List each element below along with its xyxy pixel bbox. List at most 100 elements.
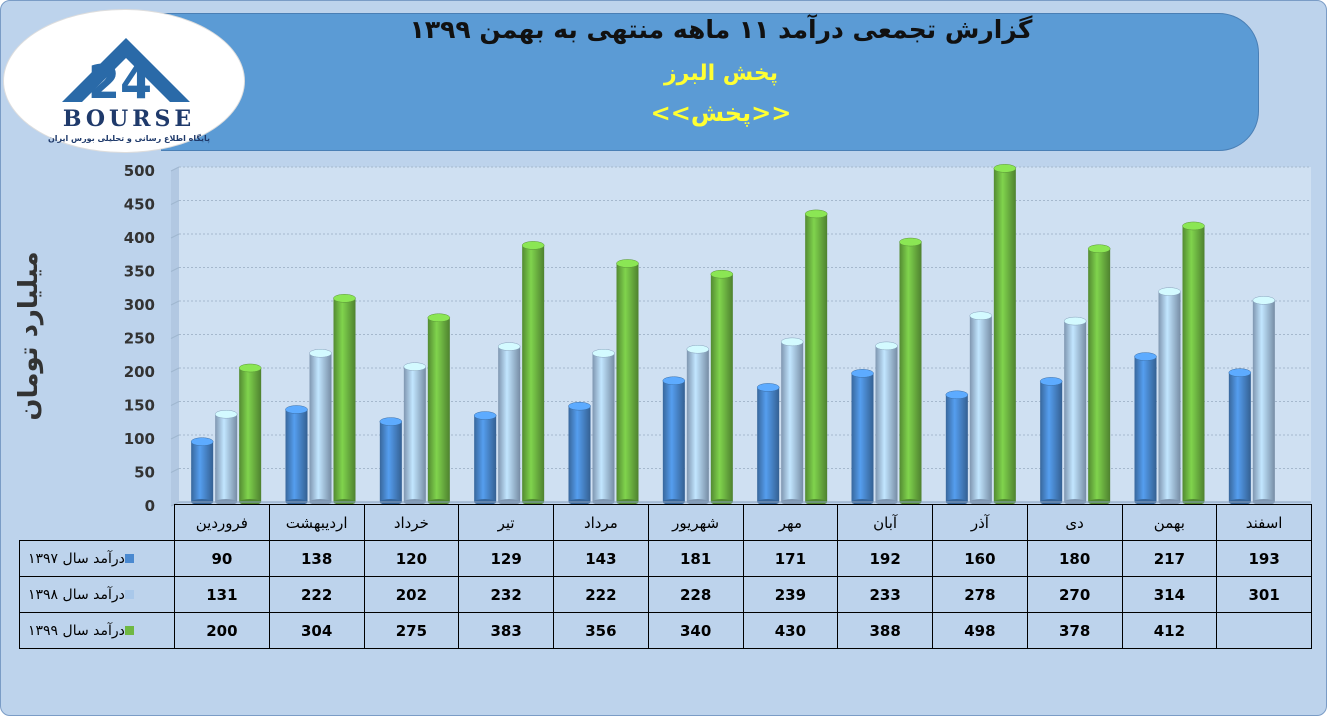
y-tick-label: 350 <box>124 263 155 281</box>
bar-cap <box>379 417 403 426</box>
logo-mountain-icon: 24 <box>62 38 190 109</box>
data-label: 129 <box>458 540 554 577</box>
data-label: 160 <box>932 540 1028 577</box>
bar-cap <box>1252 296 1276 305</box>
data-label: 275 <box>363 612 460 649</box>
data-label: 180 <box>1026 540 1123 577</box>
bar-cap <box>1087 244 1111 253</box>
bar <box>285 409 308 502</box>
bar-cap <box>780 337 804 347</box>
gridline-side <box>170 401 180 406</box>
x-tick-label: اردیبهشت <box>268 504 365 541</box>
bar-cap <box>1228 368 1252 377</box>
gridline-side <box>170 267 180 272</box>
data-label: 378 <box>1026 612 1123 649</box>
bar <box>662 380 685 502</box>
bar-cap <box>333 294 356 303</box>
x-tick-label: دی <box>1026 504 1123 541</box>
bar-cap <box>214 409 238 419</box>
bar <box>781 341 804 502</box>
y-tick-label: 0 <box>145 497 155 515</box>
bar-cap <box>190 437 214 446</box>
legend-label: درآمد سال ۱۳۹۸ <box>28 586 125 603</box>
bar-cap <box>710 269 734 279</box>
bar <box>239 368 262 502</box>
bar-cap <box>1158 287 1181 296</box>
bar <box>403 366 426 502</box>
bar <box>333 298 356 502</box>
bar <box>522 245 545 502</box>
gridline-side <box>170 434 180 440</box>
report-title: گزارش تجمعی درآمد ۱۱ ماهه منتهی به بهمن … <box>409 15 1033 44</box>
bar <box>710 274 733 502</box>
x-tick-label: آذر <box>932 504 1028 541</box>
legend-entry: درآمد سال ۱۳۹۸ <box>19 576 175 613</box>
bar <box>191 441 214 502</box>
bar <box>379 421 402 502</box>
company-name: پخش البرز <box>663 61 778 86</box>
bar <box>309 353 332 502</box>
bar-cap <box>899 237 922 247</box>
y-tick-label: 100 <box>124 430 155 448</box>
bar-cap <box>686 344 710 354</box>
x-tick-label: فروردین <box>174 504 270 541</box>
bar <box>1040 381 1063 502</box>
x-tick-label: شهریور <box>647 504 744 541</box>
bar-cap <box>592 349 615 358</box>
gridline-side <box>170 334 180 339</box>
gridline-side <box>170 233 180 239</box>
bar <box>757 387 780 502</box>
bar <box>1228 372 1251 502</box>
data-label: 222 <box>268 576 365 613</box>
data-label: 232 <box>458 576 554 613</box>
gridline-side <box>170 166 180 172</box>
data-label: 498 <box>932 612 1028 649</box>
data-label: 217 <box>1121 540 1218 577</box>
data-label: 192 <box>837 540 933 577</box>
bar-cap <box>403 362 427 371</box>
bar <box>851 373 874 502</box>
x-tick-label: مرداد <box>553 504 649 541</box>
bar <box>1134 356 1157 502</box>
data-table: فروردین اردیبهشت خرداد تیر مرداد شهریور مهر آبا… <box>19 504 1312 649</box>
x-tick-label: آبان <box>837 504 933 541</box>
data-label: 202 <box>363 576 460 613</box>
bar <box>568 406 591 502</box>
legend-key <box>124 554 134 563</box>
bar <box>498 346 521 502</box>
data-label: 388 <box>837 612 933 649</box>
bar <box>969 315 992 502</box>
bar-cap <box>568 401 591 411</box>
bar-cap <box>756 383 780 392</box>
bar <box>1064 321 1087 502</box>
data-label: 131 <box>174 576 270 613</box>
table-corner <box>20 505 175 541</box>
bar-cap <box>851 369 874 378</box>
gridline-side <box>170 300 180 306</box>
data-label: 120 <box>363 540 460 577</box>
y-tick-label: 150 <box>124 397 155 415</box>
bar <box>1182 225 1205 502</box>
data-label: 270 <box>1026 576 1123 613</box>
bar <box>215 414 238 502</box>
data-label <box>1216 612 1312 649</box>
data-label: 171 <box>742 540 839 577</box>
data-label: 304 <box>268 612 365 649</box>
bar <box>1088 248 1111 502</box>
data-label: 193 <box>1216 540 1312 577</box>
x-tick-label: مهر <box>742 504 839 541</box>
data-label: 200 <box>174 612 270 649</box>
y-tick-label: 400 <box>124 229 155 247</box>
company-symbol: <<پخش>> <box>650 99 792 127</box>
bar-cap <box>662 376 686 385</box>
table-row: درآمد سال ۱۳۹۷ 90 138 120 129 143 181 171 192 160… <box>19 540 1312 577</box>
data-label: 314 <box>1121 576 1218 613</box>
bar-cap <box>238 363 262 373</box>
bar-cap <box>1063 316 1087 326</box>
y-tick-label: 500 <box>124 162 155 180</box>
bar-cap <box>309 349 332 358</box>
bar-cap <box>1134 352 1157 361</box>
y-tick-label: 250 <box>124 330 155 348</box>
data-label: 340 <box>647 612 744 649</box>
